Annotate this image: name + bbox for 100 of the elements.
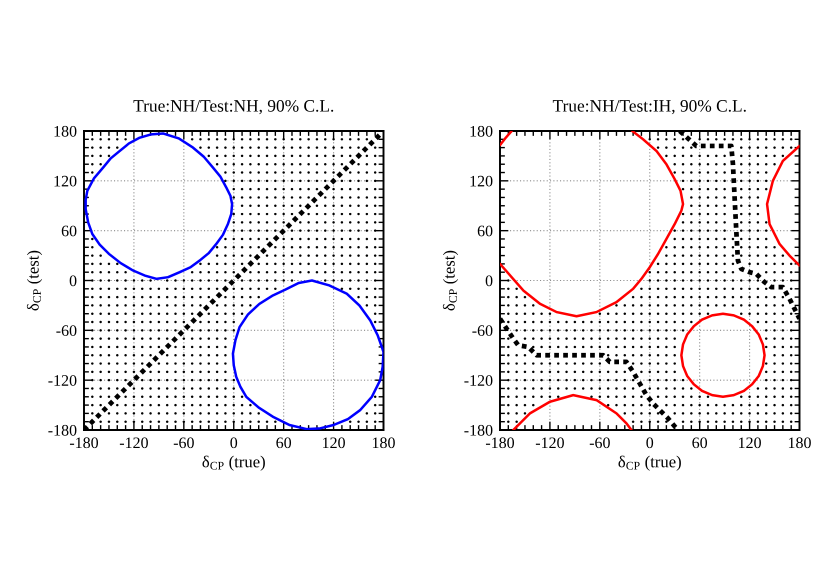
point [249,246,252,249]
point [673,238,676,240]
point [91,146,94,149]
point [706,412,710,415]
point [682,312,684,315]
point [166,337,168,340]
point [190,346,194,348]
x-tick-label: 120 [323,437,345,448]
point [706,288,710,290]
point [748,180,751,182]
point [748,246,751,249]
point [656,337,660,340]
point [340,262,344,266]
point [116,304,119,307]
point [640,337,643,340]
point [208,154,210,158]
y-tick-label: -60 [472,325,492,336]
point [790,362,792,365]
y-tick-label: -180 [464,424,492,436]
point [340,162,344,166]
point [673,162,676,166]
point [507,296,510,298]
point [632,312,634,315]
point [224,238,227,240]
point [790,312,792,315]
point [158,362,160,365]
point [723,212,726,216]
point [266,288,268,290]
point [715,420,718,423]
point [690,188,693,190]
x-tick-label: 120 [739,437,761,448]
point [640,370,643,374]
point [706,270,710,274]
point [357,246,360,249]
point [673,229,676,232]
point [216,246,218,249]
point [158,296,160,298]
point [166,288,168,290]
point [140,288,144,290]
point [190,404,194,406]
point [723,296,726,298]
point [507,320,510,324]
point [282,138,285,141]
point [357,262,360,266]
point [224,420,227,423]
point [656,270,660,274]
point [673,304,676,307]
point [715,180,718,182]
point [582,320,584,324]
point [240,412,244,415]
point [598,312,602,315]
point [790,346,792,348]
point [108,312,110,315]
point [249,270,252,274]
point [240,246,244,249]
point [715,212,718,216]
point [240,171,244,174]
point [673,171,676,174]
point [374,246,376,249]
point [316,254,318,257]
point [266,154,268,158]
point [208,378,210,382]
y-tick-label: 0 [486,275,492,286]
point [665,337,668,340]
point [91,262,94,266]
point [99,337,102,340]
point [764,296,768,298]
point [665,138,668,141]
point [174,288,177,290]
point [199,420,202,423]
point [615,312,618,315]
point [740,312,743,315]
point [690,238,693,240]
point [764,329,768,332]
point [656,312,660,315]
point [682,146,684,149]
point [316,221,318,224]
point [540,396,543,398]
point [515,396,518,398]
point [190,138,194,141]
point [690,304,693,307]
point [190,312,194,315]
point [764,378,768,382]
point [673,279,676,282]
point [274,246,277,249]
point [374,262,376,266]
point [524,337,526,340]
point [124,304,127,307]
point [132,396,136,398]
point [299,196,302,199]
point [764,188,768,190]
point [773,254,776,257]
point [748,229,751,232]
point [132,362,136,365]
point [266,420,268,423]
point [357,270,360,274]
point [324,180,327,182]
point [299,221,302,224]
point [140,396,144,398]
y-tick-label: -120 [464,375,492,386]
